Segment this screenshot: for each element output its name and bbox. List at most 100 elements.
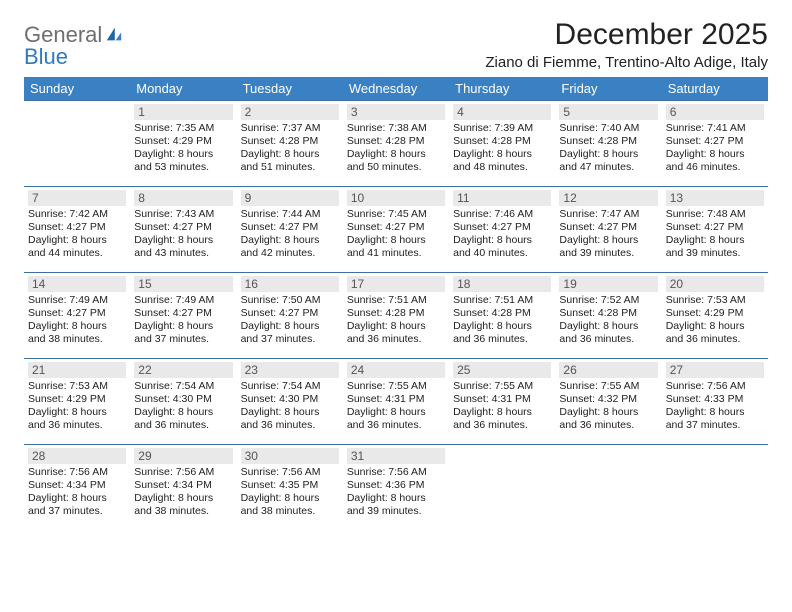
sunset-text: Sunset: 4:36 PM	[347, 479, 445, 492]
daylight-text: Daylight: 8 hours and 37 minutes.	[241, 320, 339, 346]
day-info: Sunrise: 7:56 AMSunset: 4:33 PMDaylight:…	[666, 380, 764, 433]
sunset-text: Sunset: 4:27 PM	[241, 221, 339, 234]
day-info: Sunrise: 7:54 AMSunset: 4:30 PMDaylight:…	[241, 380, 339, 433]
calendar-day-cell: 15Sunrise: 7:49 AMSunset: 4:27 PMDayligh…	[130, 273, 236, 359]
sunset-text: Sunset: 4:28 PM	[347, 135, 445, 148]
daylight-text: Daylight: 8 hours and 37 minutes.	[134, 320, 232, 346]
calendar-day-cell: 11Sunrise: 7:46 AMSunset: 4:27 PMDayligh…	[449, 187, 555, 273]
day-info: Sunrise: 7:42 AMSunset: 4:27 PMDaylight:…	[28, 208, 126, 261]
day-number: 9	[241, 190, 339, 206]
day-number: 21	[28, 362, 126, 378]
sunset-text: Sunset: 4:27 PM	[241, 307, 339, 320]
sunrise-text: Sunrise: 7:39 AM	[453, 122, 551, 135]
calendar-day-cell: 13Sunrise: 7:48 AMSunset: 4:27 PMDayligh…	[662, 187, 768, 273]
sunset-text: Sunset: 4:34 PM	[28, 479, 126, 492]
brand-logo: GeneralBlue	[24, 24, 124, 68]
day-number: 7	[28, 190, 126, 206]
calendar-day-cell: 14Sunrise: 7:49 AMSunset: 4:27 PMDayligh…	[24, 273, 130, 359]
calendar-day-cell: 5Sunrise: 7:40 AMSunset: 4:28 PMDaylight…	[555, 101, 661, 187]
calendar-week-row: 14Sunrise: 7:49 AMSunset: 4:27 PMDayligh…	[24, 273, 768, 359]
calendar-week-row: 28Sunrise: 7:56 AMSunset: 4:34 PMDayligh…	[24, 445, 768, 531]
calendar-day-cell	[662, 445, 768, 531]
daylight-text: Daylight: 8 hours and 38 minutes.	[134, 492, 232, 518]
sunrise-text: Sunrise: 7:53 AM	[666, 294, 764, 307]
sunset-text: Sunset: 4:28 PM	[241, 135, 339, 148]
calendar-day-cell: 8Sunrise: 7:43 AMSunset: 4:27 PMDaylight…	[130, 187, 236, 273]
day-info: Sunrise: 7:52 AMSunset: 4:28 PMDaylight:…	[559, 294, 657, 347]
day-number: 19	[559, 276, 657, 292]
day-number: 8	[134, 190, 232, 206]
daylight-text: Daylight: 8 hours and 40 minutes.	[453, 234, 551, 260]
calendar-day-cell: 25Sunrise: 7:55 AMSunset: 4:31 PMDayligh…	[449, 359, 555, 445]
calendar-day-cell: 2Sunrise: 7:37 AMSunset: 4:28 PMDaylight…	[237, 101, 343, 187]
sunrise-text: Sunrise: 7:42 AM	[28, 208, 126, 221]
calendar-day-cell: 3Sunrise: 7:38 AMSunset: 4:28 PMDaylight…	[343, 101, 449, 187]
calendar-day-cell: 10Sunrise: 7:45 AMSunset: 4:27 PMDayligh…	[343, 187, 449, 273]
sunset-text: Sunset: 4:28 PM	[559, 307, 657, 320]
sunrise-text: Sunrise: 7:40 AM	[559, 122, 657, 135]
calendar-day-cell: 9 Sunrise: 7:44 AMSunset: 4:27 PMDaylight…	[237, 187, 343, 273]
day-number: 3	[347, 104, 445, 120]
calendar-week-row: 7Sunrise: 7:42 AMSunset: 4:27 PMDaylight…	[24, 187, 768, 273]
daylight-text: Daylight: 8 hours and 48 minutes.	[453, 148, 551, 174]
day-info: Sunrise: 7:41 AMSunset: 4:27 PMDaylight:…	[666, 122, 764, 175]
sunset-text: Sunset: 4:28 PM	[453, 307, 551, 320]
day-info: Sunrise: 7:51 AMSunset: 4:28 PMDaylight:…	[453, 294, 551, 347]
day-number: 1	[134, 104, 232, 120]
calendar-day-cell: 4Sunrise: 7:39 AMSunset: 4:28 PMDaylight…	[449, 101, 555, 187]
daylight-text: Daylight: 8 hours and 38 minutes.	[241, 492, 339, 518]
calendar-day-cell: 27Sunrise: 7:56 AMSunset: 4:33 PMDayligh…	[662, 359, 768, 445]
sunset-text: Sunset: 4:27 PM	[666, 135, 764, 148]
sunset-text: Sunset: 4:29 PM	[28, 393, 126, 406]
sail-icon	[104, 26, 124, 46]
day-number: 6	[666, 104, 764, 120]
day-info: Sunrise: 7:56 AMSunset: 4:34 PMDaylight:…	[134, 466, 232, 519]
daylight-text: Daylight: 8 hours and 36 minutes.	[666, 320, 764, 346]
location-subtitle: Ziano di Fiemme, Trentino-Alto Adige, It…	[485, 54, 768, 71]
day-info: Sunrise: 7:44 AMSunset: 4:27 PMDaylight:…	[241, 208, 339, 261]
day-number: 12	[559, 190, 657, 206]
calendar-day-cell: 24Sunrise: 7:55 AMSunset: 4:31 PMDayligh…	[343, 359, 449, 445]
calendar-document: GeneralBlue December 2025 Ziano di Fiemm…	[0, 0, 792, 549]
title-block: December 2025 Ziano di Fiemme, Trentino-…	[485, 18, 768, 71]
sunset-text: Sunset: 4:33 PM	[666, 393, 764, 406]
day-number: 15	[134, 276, 232, 292]
sunrise-text: Sunrise: 7:49 AM	[134, 294, 232, 307]
dow-wednesday: Wednesday	[343, 77, 449, 101]
day-number: 18	[453, 276, 551, 292]
day-number: 30	[241, 448, 339, 464]
sunrise-text: Sunrise: 7:50 AM	[241, 294, 339, 307]
dow-friday: Friday	[555, 77, 661, 101]
sunrise-text: Sunrise: 7:54 AM	[134, 380, 232, 393]
day-number: 28	[28, 448, 126, 464]
calendar-day-cell: 18 Sunrise: 7:51 AMSunset: 4:28 PMDayligh…	[449, 273, 555, 359]
daylight-text: Daylight: 8 hours and 53 minutes.	[134, 148, 232, 174]
sunset-text: Sunset: 4:27 PM	[347, 221, 445, 234]
daylight-text: Daylight: 8 hours and 50 minutes.	[347, 148, 445, 174]
day-number: 31	[347, 448, 445, 464]
day-number: 5	[559, 104, 657, 120]
dow-monday: Monday	[130, 77, 236, 101]
sunset-text: Sunset: 4:27 PM	[28, 307, 126, 320]
day-info: Sunrise: 7:53 AMSunset: 4:29 PMDaylight:…	[666, 294, 764, 347]
header: GeneralBlue December 2025 Ziano di Fiemm…	[24, 18, 768, 71]
sunset-text: Sunset: 4:32 PM	[559, 393, 657, 406]
calendar-table: Sunday Monday Tuesday Wednesday Thursday…	[24, 77, 768, 531]
sunrise-text: Sunrise: 7:51 AM	[453, 294, 551, 307]
calendar-day-cell: 7 Sunrise: 7:42 AMSunset: 4:27 PMDaylight…	[24, 187, 130, 273]
calendar-day-cell: 30Sunrise: 7:56 AMSunset: 4:35 PMDayligh…	[237, 445, 343, 531]
calendar-day-cell: 1Sunrise: 7:35 AMSunset: 4:29 PMDaylight…	[130, 101, 236, 187]
sunrise-text: Sunrise: 7:53 AM	[28, 380, 126, 393]
sunset-text: Sunset: 4:27 PM	[559, 221, 657, 234]
day-number: 26	[559, 362, 657, 378]
day-info: Sunrise: 7:54 AMSunset: 4:30 PMDaylight:…	[134, 380, 232, 433]
daylight-text: Daylight: 8 hours and 37 minutes.	[28, 492, 126, 518]
sunrise-text: Sunrise: 7:56 AM	[347, 466, 445, 479]
daylight-text: Daylight: 8 hours and 46 minutes.	[666, 148, 764, 174]
day-number: 20	[666, 276, 764, 292]
day-info: Sunrise: 7:48 AMSunset: 4:27 PMDaylight:…	[666, 208, 764, 261]
daylight-text: Daylight: 8 hours and 41 minutes.	[347, 234, 445, 260]
daylight-text: Daylight: 8 hours and 36 minutes.	[453, 406, 551, 432]
calendar-day-cell	[24, 101, 130, 187]
sunset-text: Sunset: 4:28 PM	[453, 135, 551, 148]
